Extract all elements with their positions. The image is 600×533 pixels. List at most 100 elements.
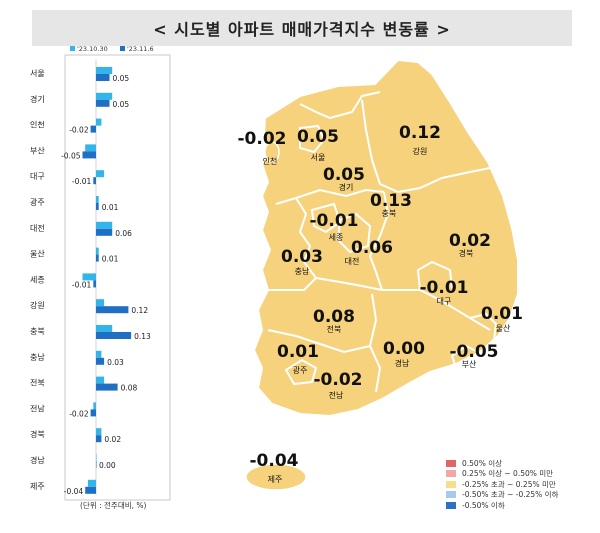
- data-label: -0.01: [72, 280, 92, 289]
- bar-1: [90, 409, 96, 417]
- region-name-강원: 강원: [413, 146, 428, 156]
- data-label: 0.02: [104, 435, 121, 444]
- region-value-울산: 0.01: [481, 304, 523, 324]
- legend-swatch: [446, 480, 456, 488]
- region-value-서울: 0.05: [297, 127, 339, 147]
- region-name-경북: 경북: [459, 248, 474, 258]
- category-label: 전북: [30, 378, 45, 388]
- region-name-충북: 충북: [382, 209, 397, 218]
- bar-0: [96, 428, 102, 436]
- bar-1: [96, 99, 110, 107]
- category-label: 전남: [30, 403, 45, 413]
- bar-0: [96, 196, 99, 203]
- chart-panel: [64, 54, 171, 501]
- region-boundary: [450, 344, 480, 370]
- legend-label: 0.50% 이상: [462, 458, 503, 468]
- legend-label: -0.25% 초과 ~ 0.25% 미만: [462, 479, 556, 489]
- region-value-강원: 0.12: [399, 123, 441, 143]
- legend-swatch-1: [120, 46, 125, 51]
- data-label: 0.08: [121, 384, 138, 393]
- region-boundary: [336, 212, 372, 254]
- bar-0: [96, 67, 113, 74]
- map-legend-item: -0.25% 초과 ~ 0.25% 미만: [446, 479, 558, 490]
- region-name-대전: 대전: [345, 256, 360, 266]
- bar-1: [96, 74, 110, 81]
- category-label: 경기: [30, 94, 45, 104]
- mainland: [252, 58, 519, 418]
- region-value-광주: 0.01: [277, 342, 319, 362]
- region-name-대구: 대구: [437, 297, 452, 306]
- bar-1: [96, 383, 118, 391]
- category-label: 제주: [30, 482, 45, 491]
- legend-label: -0.50% 초과 ~ -0.25% 이하: [462, 490, 559, 500]
- category-label: 광주: [30, 197, 45, 207]
- region-boundary: [416, 260, 453, 291]
- region-name-제주: 제주: [268, 475, 283, 484]
- data-label: 0.03: [107, 358, 124, 367]
- bar-0: [96, 92, 113, 100]
- region-name-부산: 부산: [462, 359, 477, 369]
- data-label: 0.01: [102, 255, 119, 264]
- jeju-island: [245, 463, 307, 491]
- region-value-충남: 0.03: [281, 247, 323, 267]
- bar-0: [96, 325, 113, 332]
- data-label: 0.00: [99, 461, 116, 470]
- bar-1: [96, 203, 99, 210]
- bar-1: [96, 461, 97, 468]
- category-label: 울산: [30, 249, 45, 259]
- map-legend-item: -0.50% 초과 ~ -0.25% 이하: [446, 490, 558, 501]
- region-value-세종: -0.01: [310, 211, 359, 231]
- data-label: 0.05: [113, 74, 130, 83]
- region-value-전북: 0.08: [313, 307, 355, 327]
- bar-0: [96, 350, 102, 358]
- legend-swatch: [446, 470, 456, 478]
- region-value-부산: -0.05: [450, 342, 499, 362]
- region-boundary: [295, 188, 385, 199]
- bar-1: [93, 177, 96, 185]
- region-value-인천: -0.02: [238, 129, 287, 149]
- region-name-전남: 전남: [329, 390, 344, 400]
- region-value-대구: -0.01: [420, 278, 469, 298]
- bar-1: [82, 151, 96, 159]
- bar-1: [96, 228, 113, 236]
- category-label: 대구: [30, 172, 45, 181]
- category-label: 세종: [30, 275, 45, 284]
- region-boundary: [267, 329, 371, 354]
- bar-1: [96, 332, 132, 339]
- data-label: -0.04: [64, 487, 84, 496]
- region-name-충남: 충남: [295, 267, 310, 276]
- legend-swatch: [446, 501, 456, 509]
- region-name-광주: 광주: [293, 365, 308, 375]
- region-value-충북: 0.13: [370, 191, 412, 211]
- legend-swatch: [446, 491, 456, 499]
- bar-0: [93, 402, 96, 410]
- category-label: 충북: [30, 327, 45, 336]
- data-label: -0.02: [69, 126, 89, 135]
- map-legend: 0.50% 이상 0.25% 이상 ~ 0.50% 미만 -0.25% 초과 ~ 0…: [446, 458, 558, 511]
- legend-label: 0.25% 이상 ~ 0.50% 미만: [462, 469, 554, 479]
- bar-1: [96, 254, 99, 262]
- category-label: 경북: [30, 429, 45, 439]
- bar-0: [96, 299, 105, 307]
- bar-0: [96, 454, 97, 461]
- map-legend-item: -0.50% 이하: [446, 500, 558, 511]
- region-boundary: [299, 124, 326, 154]
- bar-0: [96, 376, 105, 384]
- category-label: 강원: [30, 300, 45, 310]
- region-boundary: [368, 191, 390, 291]
- legend-label: -0.50% 이하: [462, 500, 505, 510]
- data-label: -0.05: [61, 151, 81, 160]
- region-boundary: [361, 99, 491, 194]
- region-value-경기: 0.05: [323, 165, 365, 185]
- bar-1: [85, 486, 96, 494]
- bar-1: [96, 306, 129, 314]
- bar-0: [96, 247, 99, 255]
- region-value-제주: -0.04: [250, 451, 299, 471]
- region-name-세종: 세종: [329, 233, 344, 242]
- category-label: 서울: [30, 69, 45, 78]
- data-label: 0.13: [134, 332, 151, 341]
- region-name-전북: 전북: [327, 324, 342, 334]
- map-legend-item: 0.50% 이상: [446, 458, 558, 469]
- region-name-경기: 경기: [339, 182, 354, 192]
- data-label: 0.12: [131, 306, 148, 315]
